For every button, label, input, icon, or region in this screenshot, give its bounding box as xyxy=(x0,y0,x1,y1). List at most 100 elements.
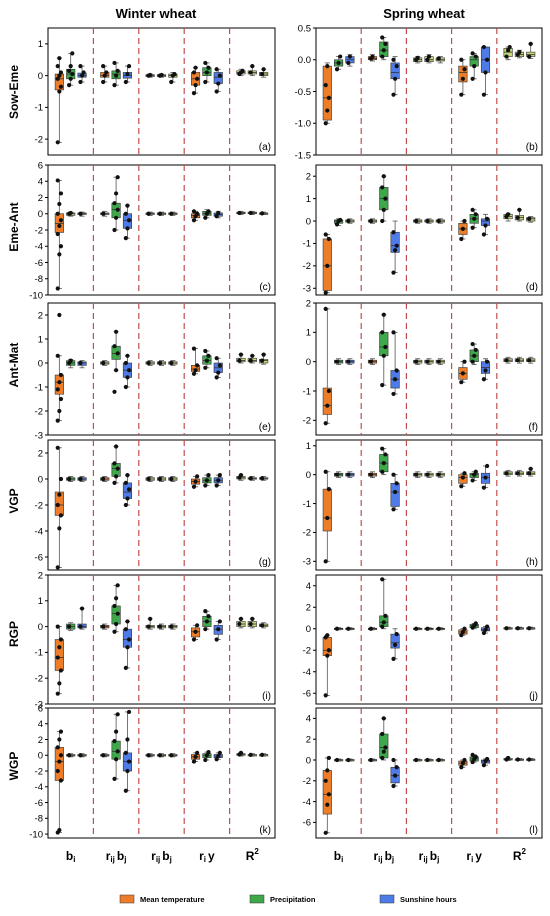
data-point xyxy=(394,64,399,69)
box-sunshine-group-2 xyxy=(168,71,178,85)
box-precipitation-group-0 xyxy=(334,54,344,72)
y-tick-label: 6 xyxy=(38,160,43,171)
data-point xyxy=(380,383,385,388)
y-tick-label: 1 xyxy=(306,328,311,339)
box-sunshine-group-4 xyxy=(526,41,536,59)
x-category-label: rij bj xyxy=(151,849,172,864)
data-point xyxy=(126,487,132,492)
data-point xyxy=(191,484,197,489)
data-point xyxy=(323,121,328,126)
data-point xyxy=(515,358,520,363)
y-tick-label: -4 xyxy=(303,797,311,808)
data-point xyxy=(473,754,478,759)
data-point xyxy=(391,330,396,335)
data-point xyxy=(217,750,222,756)
data-point xyxy=(57,408,62,414)
data-point xyxy=(114,368,119,373)
data-point xyxy=(238,473,244,478)
box-sunshine-group-0 xyxy=(345,626,355,631)
data-point xyxy=(325,768,330,773)
data-point xyxy=(527,757,532,762)
box-sunshine-group-1 xyxy=(390,757,400,789)
panel-label: (i) xyxy=(262,691,271,702)
panel-c: -10 -8 -6 -4 -2 0 2 4 6 (c) xyxy=(29,160,276,301)
box-sunshine-group-3 xyxy=(480,756,491,768)
legend-swatch xyxy=(119,894,135,904)
y-tick-label: 4 xyxy=(38,177,43,188)
data-point xyxy=(459,765,464,770)
box-temperature-group-2 xyxy=(145,72,155,78)
data-point xyxy=(393,248,398,253)
data-point xyxy=(436,757,441,763)
data-point xyxy=(381,620,386,625)
y-tick-label: 2 xyxy=(306,603,311,614)
column-title-winter-wheat: Winter wheat xyxy=(116,6,197,21)
data-point xyxy=(485,57,490,62)
data-point xyxy=(112,201,117,206)
data-point xyxy=(326,236,331,242)
data-point xyxy=(460,629,465,635)
data-point xyxy=(55,445,60,450)
data-point xyxy=(380,624,385,629)
box-sunshine-group-4 xyxy=(526,466,536,477)
panel-label: (l) xyxy=(529,825,538,836)
data-point xyxy=(391,783,396,789)
data-point xyxy=(259,623,265,628)
box-precipitation-group-1 xyxy=(111,60,121,88)
box-body xyxy=(322,770,332,815)
box-sunshine-group-2 xyxy=(168,623,178,630)
data-point xyxy=(126,64,132,69)
data-point xyxy=(55,211,60,216)
data-point xyxy=(125,203,130,208)
data-point xyxy=(346,218,351,224)
data-point xyxy=(248,621,253,627)
x-category-label: bi xyxy=(334,849,344,864)
box-temperature-group-4 xyxy=(503,212,513,222)
box-sunshine-group-1 xyxy=(122,64,132,85)
data-point xyxy=(248,358,253,363)
data-point xyxy=(112,83,117,88)
data-point xyxy=(506,48,511,53)
data-point xyxy=(472,216,477,221)
data-point xyxy=(462,471,467,476)
box-temperature-group-4 xyxy=(503,356,513,364)
box-temperature-group-1 xyxy=(367,218,378,224)
box-precipitation-group-3 xyxy=(469,469,479,483)
data-point xyxy=(114,621,119,627)
y-tick-label: 6 xyxy=(38,703,43,714)
data-point xyxy=(261,67,266,72)
data-point xyxy=(102,73,107,78)
data-point xyxy=(146,476,151,482)
data-point xyxy=(204,619,209,624)
data-point xyxy=(470,752,475,757)
box-temperature-group-3 xyxy=(458,757,468,770)
row-label-rgp: RGP xyxy=(7,621,21,647)
data-point xyxy=(368,359,373,364)
data-point xyxy=(507,44,512,50)
box-precipitation-group-4 xyxy=(247,210,257,216)
data-point xyxy=(67,68,72,73)
data-point xyxy=(78,64,83,69)
box-sunshine-group-2 xyxy=(168,211,178,216)
data-point xyxy=(460,761,465,766)
data-point xyxy=(57,201,62,207)
y-tick-label: -6 xyxy=(35,552,43,563)
data-point xyxy=(216,210,221,216)
data-point xyxy=(204,753,209,758)
data-point xyxy=(146,360,151,366)
x-category-label: ri y xyxy=(199,849,215,864)
data-point xyxy=(68,76,73,81)
box-sunshine-group-0 xyxy=(77,211,87,217)
box-temperature-group-3 xyxy=(191,750,201,764)
row-label-eme-ant: Eme-Ant xyxy=(7,202,21,251)
data-point xyxy=(527,54,532,59)
y-tick-label: -2 xyxy=(303,261,311,272)
panel-h: -3 -2 -1 0 1 (h) xyxy=(303,439,543,571)
data-point xyxy=(237,621,242,627)
box-precipitation-group-3 xyxy=(202,209,212,220)
y-tick-label: -2 xyxy=(35,674,43,685)
data-point xyxy=(78,79,83,85)
data-point xyxy=(325,263,330,268)
box-precipitation-group-2 xyxy=(156,475,167,483)
data-point xyxy=(381,716,386,721)
